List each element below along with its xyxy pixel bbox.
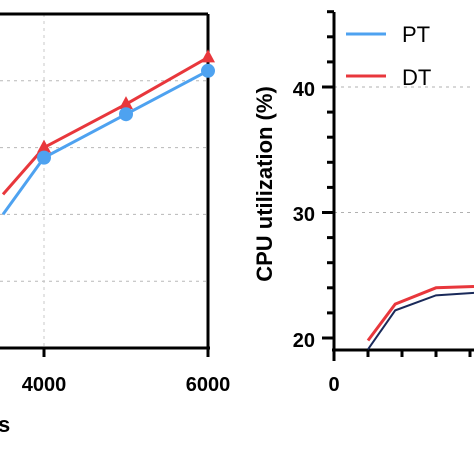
right-y-tick-label-30: 30	[293, 204, 315, 226]
left-chart: 4000 6000 s	[0, 12, 231, 437]
left-series-dt-line	[1, 56, 209, 196]
left-x-tick-label-6000: 6000	[186, 374, 231, 396]
left-dt-point	[37, 139, 51, 153]
right-x-ticks	[332, 350, 472, 361]
left-x-tick-label-4000: 4000	[22, 374, 67, 396]
left-x-axis-title: s	[0, 412, 10, 437]
left-pt-point	[119, 107, 133, 122]
right-gridlines	[334, 86, 474, 213]
right-chart: 20 30 40 0 CPU utilization (%) PT DT	[252, 10, 474, 396]
right-y-ticks	[322, 10, 334, 340]
right-x-tick-label-0: 0	[328, 374, 339, 396]
left-gridlines	[0, 80, 208, 282]
legend-pt-label: PT	[402, 22, 430, 47]
left-dt-point	[119, 96, 133, 110]
right-y-tick-label-20: 20	[293, 330, 315, 352]
left-dt-point	[201, 49, 215, 63]
legend: PT DT	[346, 22, 431, 90]
left-pt-point	[37, 150, 51, 165]
right-y-tick-label-40: 40	[293, 79, 315, 101]
left-markers	[37, 49, 215, 165]
left-series-pt-line	[1, 69, 209, 216]
right-series-pt-line	[367, 291, 474, 350]
right-y-axis-title: CPU utilization (%)	[252, 86, 277, 282]
right-series-dt-line	[366, 285, 474, 342]
legend-dt-label: DT	[402, 65, 431, 90]
left-pt-point	[201, 63, 215, 78]
